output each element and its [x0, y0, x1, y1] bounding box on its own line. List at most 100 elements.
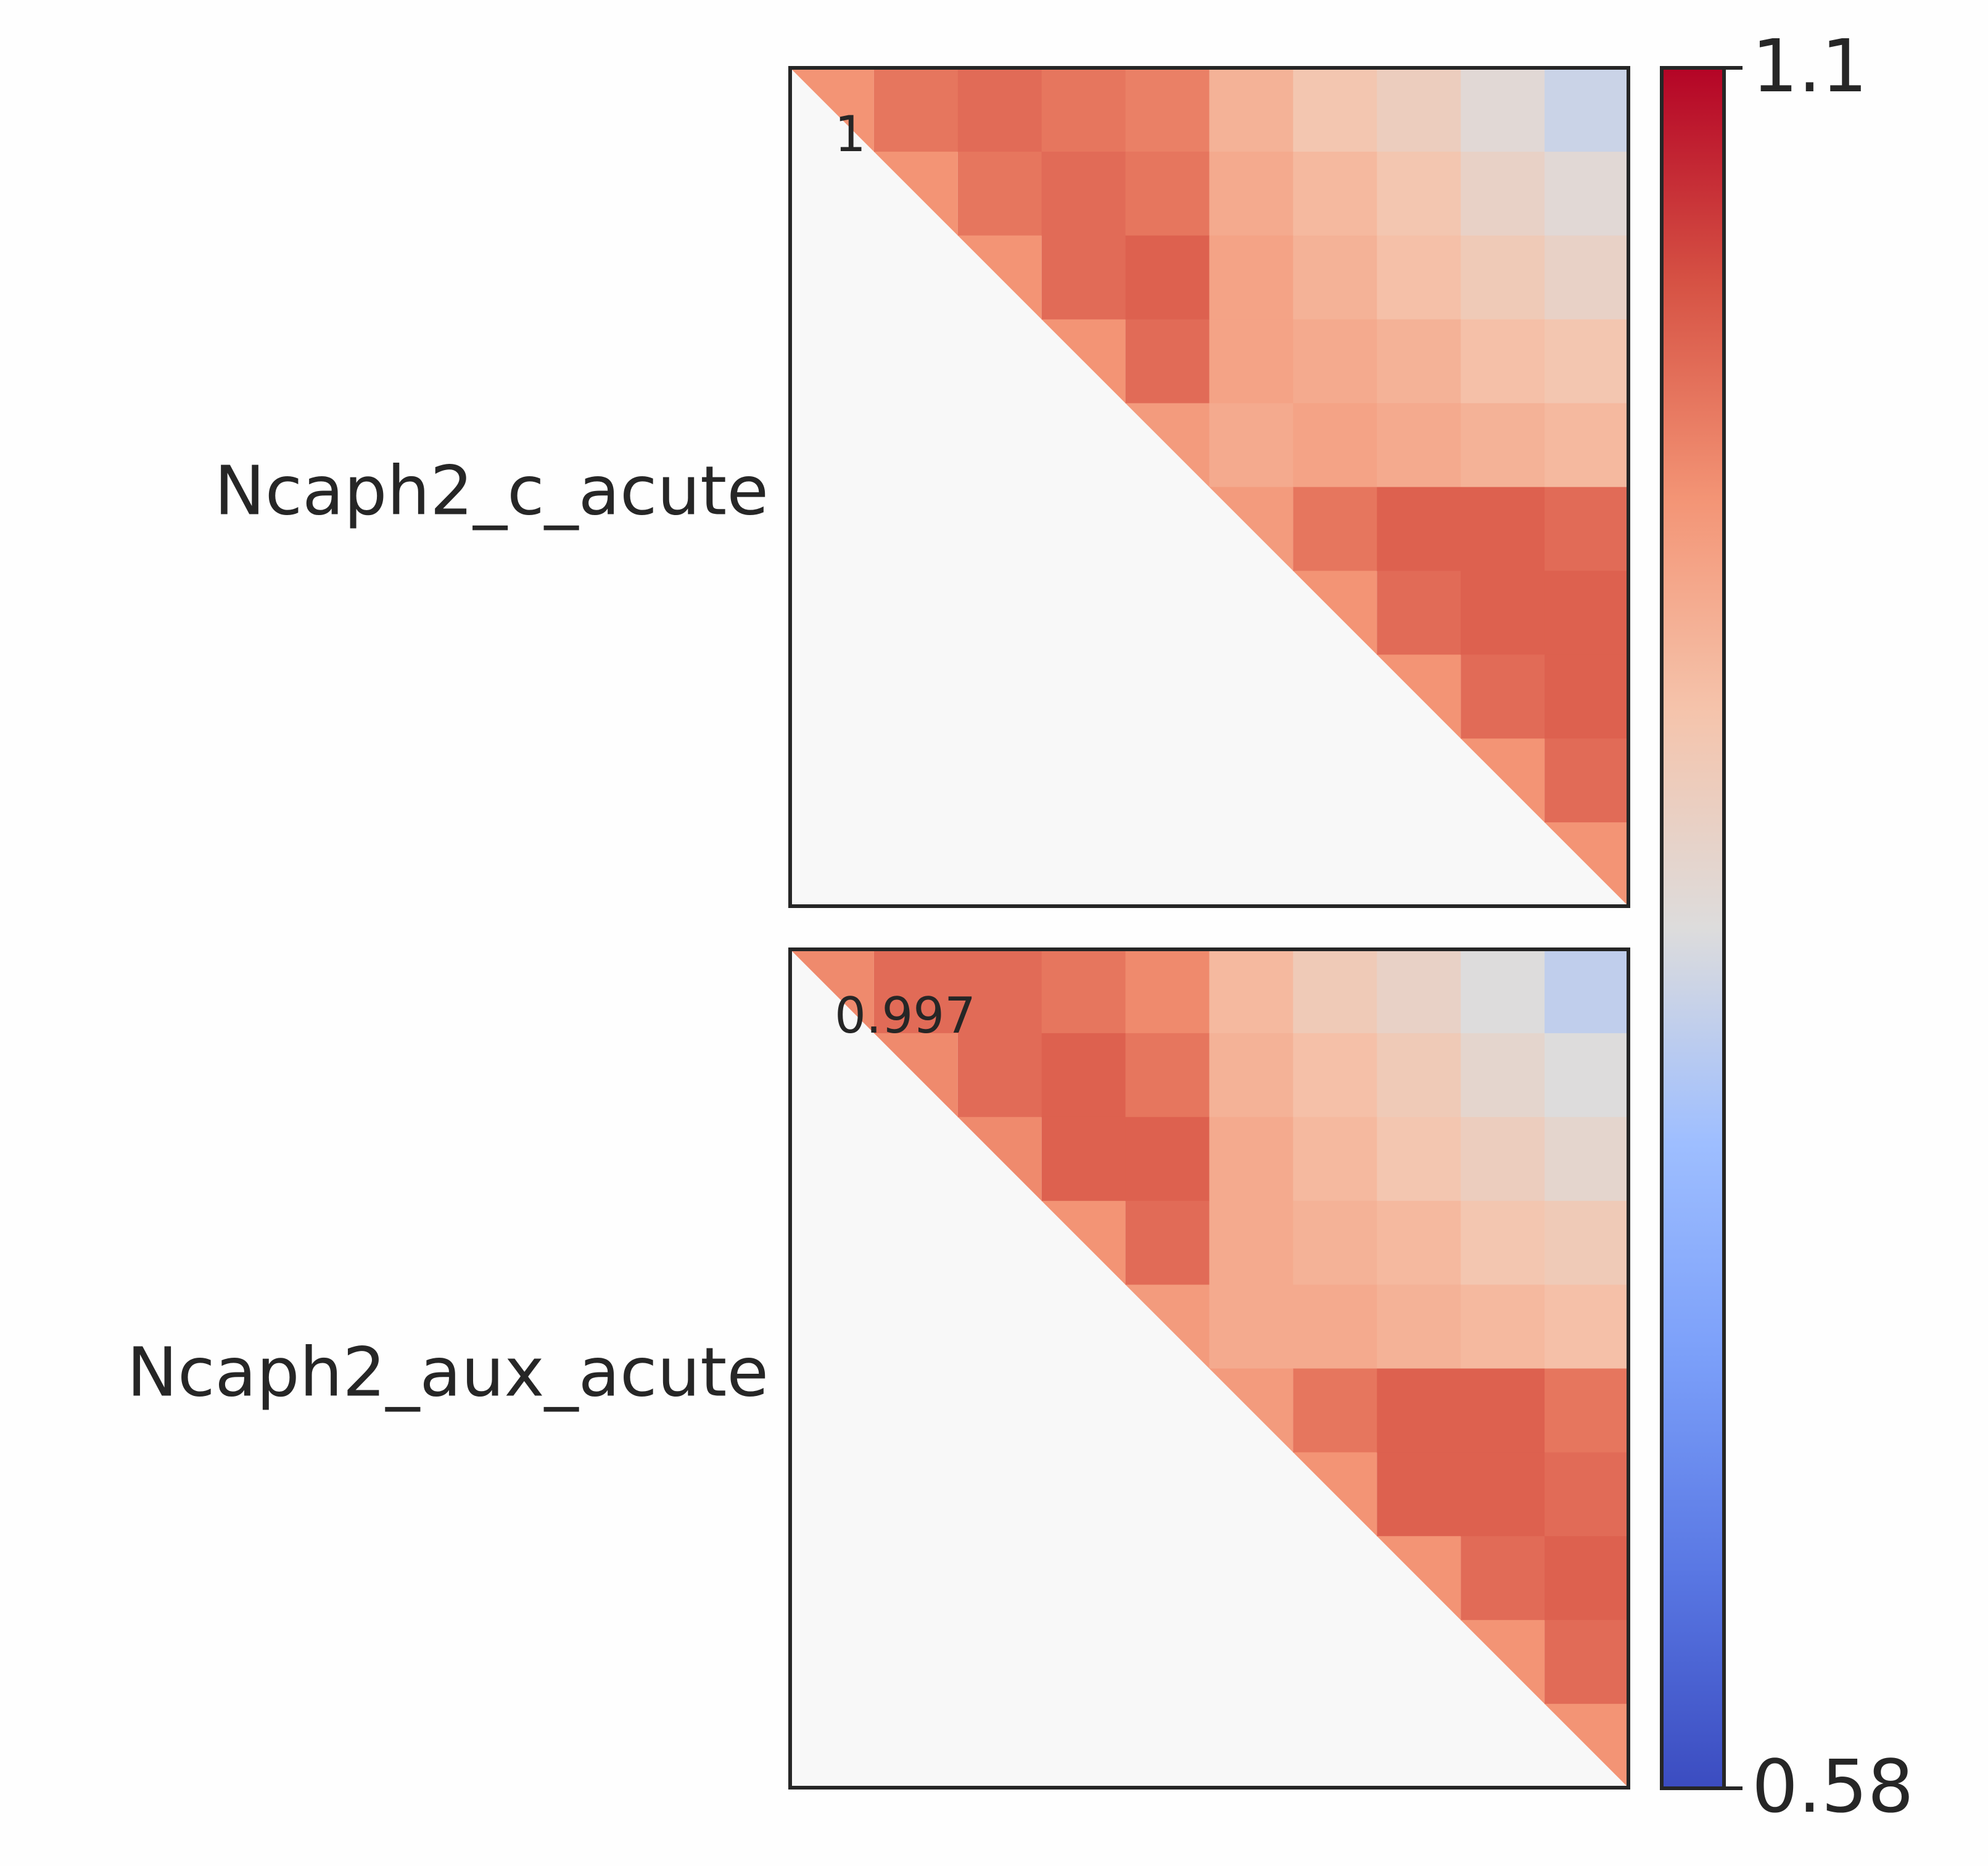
heatmap-cell — [1125, 403, 1210, 487]
heatmap-cell — [1041, 1200, 1126, 1285]
heatmap-cell — [957, 235, 1042, 320]
heatmap-cell — [1125, 235, 1210, 320]
heatmap-cell — [957, 68, 1042, 152]
heatmap-cell — [1377, 1200, 1461, 1286]
heatmap-cell — [1545, 822, 1628, 906]
heatmap-cell — [1293, 487, 1377, 571]
heatmap-cell — [790, 949, 874, 1033]
heatmap-cell — [1293, 403, 1377, 487]
heatmap-cell — [1545, 319, 1629, 404]
heatmap-cell — [1209, 1117, 1293, 1202]
heatmap-cell — [1125, 151, 1210, 236]
heatmap-cell — [1545, 403, 1629, 487]
heatmap-cell — [1209, 319, 1293, 404]
heatmap-cell — [1209, 1368, 1293, 1453]
heatmap-cell — [1041, 1117, 1126, 1202]
heatmap-cell — [873, 949, 959, 1034]
heatmap-cell — [957, 949, 1042, 1034]
colorbar-tick-label: 1.1 — [1752, 23, 1868, 109]
heatmap-cell — [1125, 1117, 1210, 1202]
heatmap-cell — [1209, 949, 1293, 1034]
heatmap-cell — [1293, 1452, 1377, 1537]
heatmap-cell — [1125, 1200, 1210, 1286]
heatmap-cell — [873, 151, 958, 236]
heatmap-cell — [1209, 68, 1293, 152]
heatmap-cell — [1545, 1200, 1629, 1286]
heatmap-cell — [1209, 1200, 1293, 1286]
heatmap-cell — [1377, 654, 1461, 739]
heatmap-cell — [1461, 1117, 1545, 1202]
heatmap-cell — [957, 1117, 1042, 1201]
heatmap-cell — [1293, 151, 1377, 236]
heatmap-cell — [1461, 403, 1545, 487]
panel-frame — [788, 947, 1630, 1790]
heatmap-cell — [1545, 1117, 1629, 1202]
panel-label: Ncaph2_c_acute — [214, 451, 769, 530]
heatmap-cell — [1377, 1452, 1461, 1537]
heatmap-cell — [1461, 319, 1545, 404]
heatmap-cell — [1461, 1536, 1545, 1620]
heatmap-cell — [873, 68, 959, 152]
heatmap-cell — [1293, 68, 1377, 152]
heatmap-cell — [1461, 1033, 1545, 1118]
heatmap-cell — [1545, 949, 1629, 1034]
heatmap-cell — [1209, 235, 1293, 320]
heatmap-cell — [1293, 1200, 1377, 1286]
heatmap-cell — [1545, 1704, 1628, 1788]
heatmap-cell — [1377, 319, 1461, 404]
heatmap-cell — [1461, 487, 1545, 571]
heatmap-cell — [1041, 68, 1126, 152]
heatmap-cell — [1461, 1368, 1545, 1453]
panel-annotation: 1 — [835, 105, 866, 163]
heatmap-cell — [1545, 1284, 1629, 1369]
heatmap-cell — [1461, 68, 1545, 152]
heatmap-cell — [1041, 1033, 1126, 1118]
panel-frame — [788, 66, 1630, 908]
heatmap-cell — [1545, 1536, 1629, 1620]
heatmap-cell — [1545, 487, 1629, 571]
heatmap-cell — [1545, 68, 1629, 152]
heatmap-cell — [1209, 151, 1293, 236]
heatmap-cell — [1461, 738, 1545, 823]
heatmap-cell — [1545, 1033, 1629, 1118]
heatmap-cell — [1041, 949, 1126, 1034]
heatmap-cell — [1377, 571, 1461, 655]
heatmap-cell — [1377, 1368, 1461, 1453]
heatmap-cell — [1209, 403, 1293, 487]
heatmap-cell — [1377, 68, 1461, 152]
heatmap-cell — [1377, 1033, 1461, 1118]
heatmap-cell — [1209, 1284, 1293, 1369]
heatmap-cell — [1545, 654, 1629, 739]
heatmap-cell — [1461, 571, 1545, 655]
heatmap-cell — [1545, 571, 1629, 655]
heatmap-cell — [873, 1033, 958, 1117]
heatmap-cell — [1461, 235, 1545, 320]
heatmap-cell — [1377, 487, 1461, 571]
heatmap-cell — [1545, 1620, 1629, 1704]
heatmap-cell — [1293, 319, 1377, 404]
panel-label: Ncaph2_aux_acute — [127, 1332, 769, 1411]
heatmap-cell — [1377, 151, 1461, 236]
heatmap-cell — [1293, 1368, 1377, 1453]
heatmap-cell — [1293, 1117, 1377, 1202]
heatmap-cell — [1041, 319, 1126, 403]
heatmap-cell — [1461, 1452, 1545, 1537]
heatmap-cell — [1545, 1368, 1629, 1453]
colorbar — [1660, 66, 1726, 1790]
heatmap-cell — [1377, 949, 1461, 1034]
heatmap-cell — [1377, 1117, 1461, 1202]
heatmap-cell — [1209, 1033, 1293, 1118]
heatmap-cell — [957, 151, 1042, 236]
heatmap-cell — [1461, 949, 1545, 1034]
panel-annotation: 0.997 — [835, 987, 976, 1044]
heatmap-cell — [1125, 319, 1210, 404]
heatmap-cell — [1377, 235, 1461, 320]
heatmap-cell — [957, 1033, 1042, 1118]
heatmap-cell — [1041, 151, 1126, 236]
heatmap-cell — [1545, 235, 1629, 320]
heatmap-cell — [1461, 1200, 1545, 1286]
heatmap-cell — [790, 68, 874, 152]
heatmap-cell — [1461, 654, 1545, 739]
heatmap-cell — [1461, 1620, 1545, 1704]
